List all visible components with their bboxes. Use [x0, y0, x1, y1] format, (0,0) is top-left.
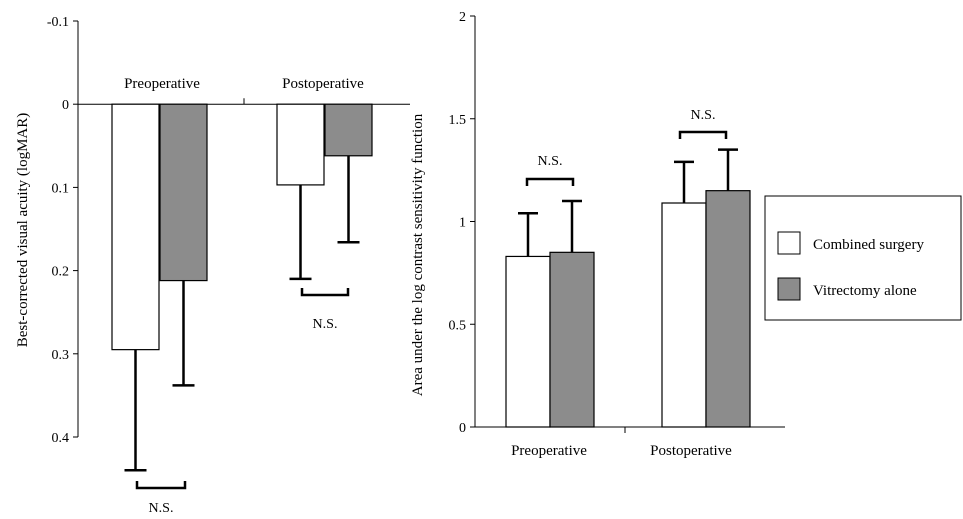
y-tick-label: 2 — [459, 10, 466, 25]
significance-label: N.S. — [538, 154, 563, 169]
y-axis-label: Best-corrected visual acuity (logMAR) — [15, 113, 31, 348]
x-tick-label: Preoperative — [124, 76, 200, 92]
legend-swatch — [777, 231, 801, 255]
y-tick-label: 0.1 — [52, 181, 70, 196]
significance-bracket — [300, 288, 350, 297]
y-tick-label: -0.1 — [47, 15, 69, 30]
legend-label: Combined surgery — [813, 237, 924, 253]
bar — [705, 190, 751, 428]
y-tick-label: 0.4 — [52, 431, 70, 446]
y-tick-label: 1.5 — [449, 113, 467, 128]
bar — [505, 255, 551, 428]
significance-label: N.S. — [313, 317, 338, 332]
significance-bracket — [135, 481, 187, 490]
bar — [549, 251, 595, 428]
y-axis-label: Area under the log contrast sensitivity … — [410, 113, 426, 396]
significance-label: N.S. — [691, 108, 716, 123]
x-tick-label: Postoperative — [282, 76, 364, 92]
bar — [159, 103, 208, 282]
significance-label: N.S. — [149, 501, 174, 516]
y-tick-label: 0.3 — [52, 348, 70, 363]
bar — [276, 103, 325, 186]
bar — [661, 202, 707, 428]
y-tick-label: 1 — [459, 216, 466, 231]
legend: Combined surgery Vitrectomy alone — [764, 195, 962, 321]
y-tick-label: 0 — [62, 98, 69, 113]
bar — [324, 103, 373, 157]
chart-contrast-sensitivity: 0 0.5 1 1.5 2 Preoperative Postoperative Area u… — [410, 10, 785, 459]
y-tick-label: 0.2 — [52, 265, 70, 280]
x-tick-label: Postoperative — [650, 443, 732, 459]
chart-visual-acuity: -0.1 0 0.1 0.2 0.3 0.4 Preoperative Postoperati… — [15, 15, 410, 516]
legend-label: Vitrectomy alone — [813, 283, 917, 299]
x-tick-label: Preoperative — [511, 443, 587, 459]
legend-swatch — [777, 277, 801, 301]
y-tick-label: 0 — [459, 421, 466, 436]
significance-bracket — [525, 177, 575, 186]
bar — [111, 103, 160, 351]
y-tick-label: 0.5 — [449, 318, 467, 333]
significance-bracket — [678, 130, 728, 139]
legend-box — [764, 195, 962, 321]
